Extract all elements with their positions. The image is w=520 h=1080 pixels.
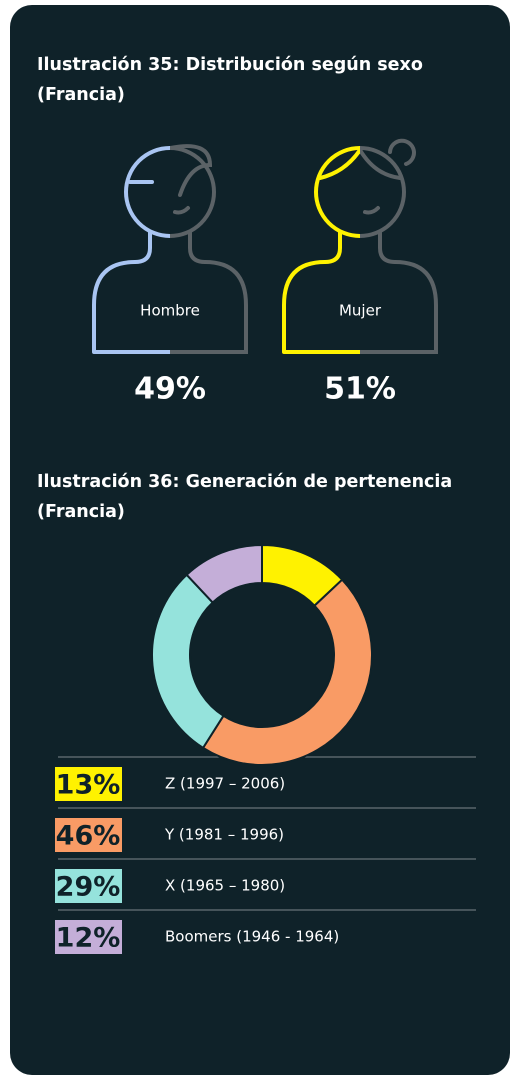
chart-title: Ilustración 36: Generación de pertenenci… xyxy=(37,472,453,522)
icon-share xyxy=(92,145,170,354)
body xyxy=(170,260,248,354)
neck xyxy=(378,230,397,264)
legend-swatch xyxy=(55,767,122,801)
mouth xyxy=(363,206,380,215)
legend-value: 12% xyxy=(56,923,121,954)
legend-swatch xyxy=(55,818,122,852)
hair xyxy=(360,138,416,180)
donut-slice xyxy=(201,578,373,766)
body xyxy=(360,260,438,354)
legend-label: X (1965 – 1980) xyxy=(165,877,285,895)
category-label: Mujer xyxy=(339,302,382,320)
value-label: 49% xyxy=(134,372,206,407)
legend-swatch xyxy=(55,920,122,954)
legend-value: 46% xyxy=(56,821,121,852)
icon-rest xyxy=(170,144,248,354)
legend-label: Boomers (1946 - 1964) xyxy=(165,928,339,946)
legend-value: 13% xyxy=(56,770,121,801)
head xyxy=(314,146,360,238)
mouth xyxy=(173,206,190,215)
hair xyxy=(128,145,170,184)
body xyxy=(92,260,170,354)
body xyxy=(282,260,360,354)
neck xyxy=(188,230,207,264)
legend-label: Z (1997 – 2006) xyxy=(165,775,285,793)
icon-share xyxy=(282,146,360,354)
legend-swatch xyxy=(55,869,122,903)
head xyxy=(124,146,170,238)
donut-slice xyxy=(185,543,263,604)
neck xyxy=(133,230,152,264)
value-label: 51% xyxy=(324,372,396,407)
icon-rest xyxy=(360,138,438,354)
chart-title: Ilustración 35: Distribución según sexo … xyxy=(37,55,423,105)
category-label: Hombre xyxy=(140,302,200,320)
head xyxy=(170,146,216,238)
legend-value: 29% xyxy=(56,872,121,903)
head xyxy=(360,146,406,238)
hair xyxy=(170,144,213,197)
neck xyxy=(323,230,342,264)
legend-label: Y (1981 – 1996) xyxy=(164,826,284,844)
hair xyxy=(318,146,360,180)
